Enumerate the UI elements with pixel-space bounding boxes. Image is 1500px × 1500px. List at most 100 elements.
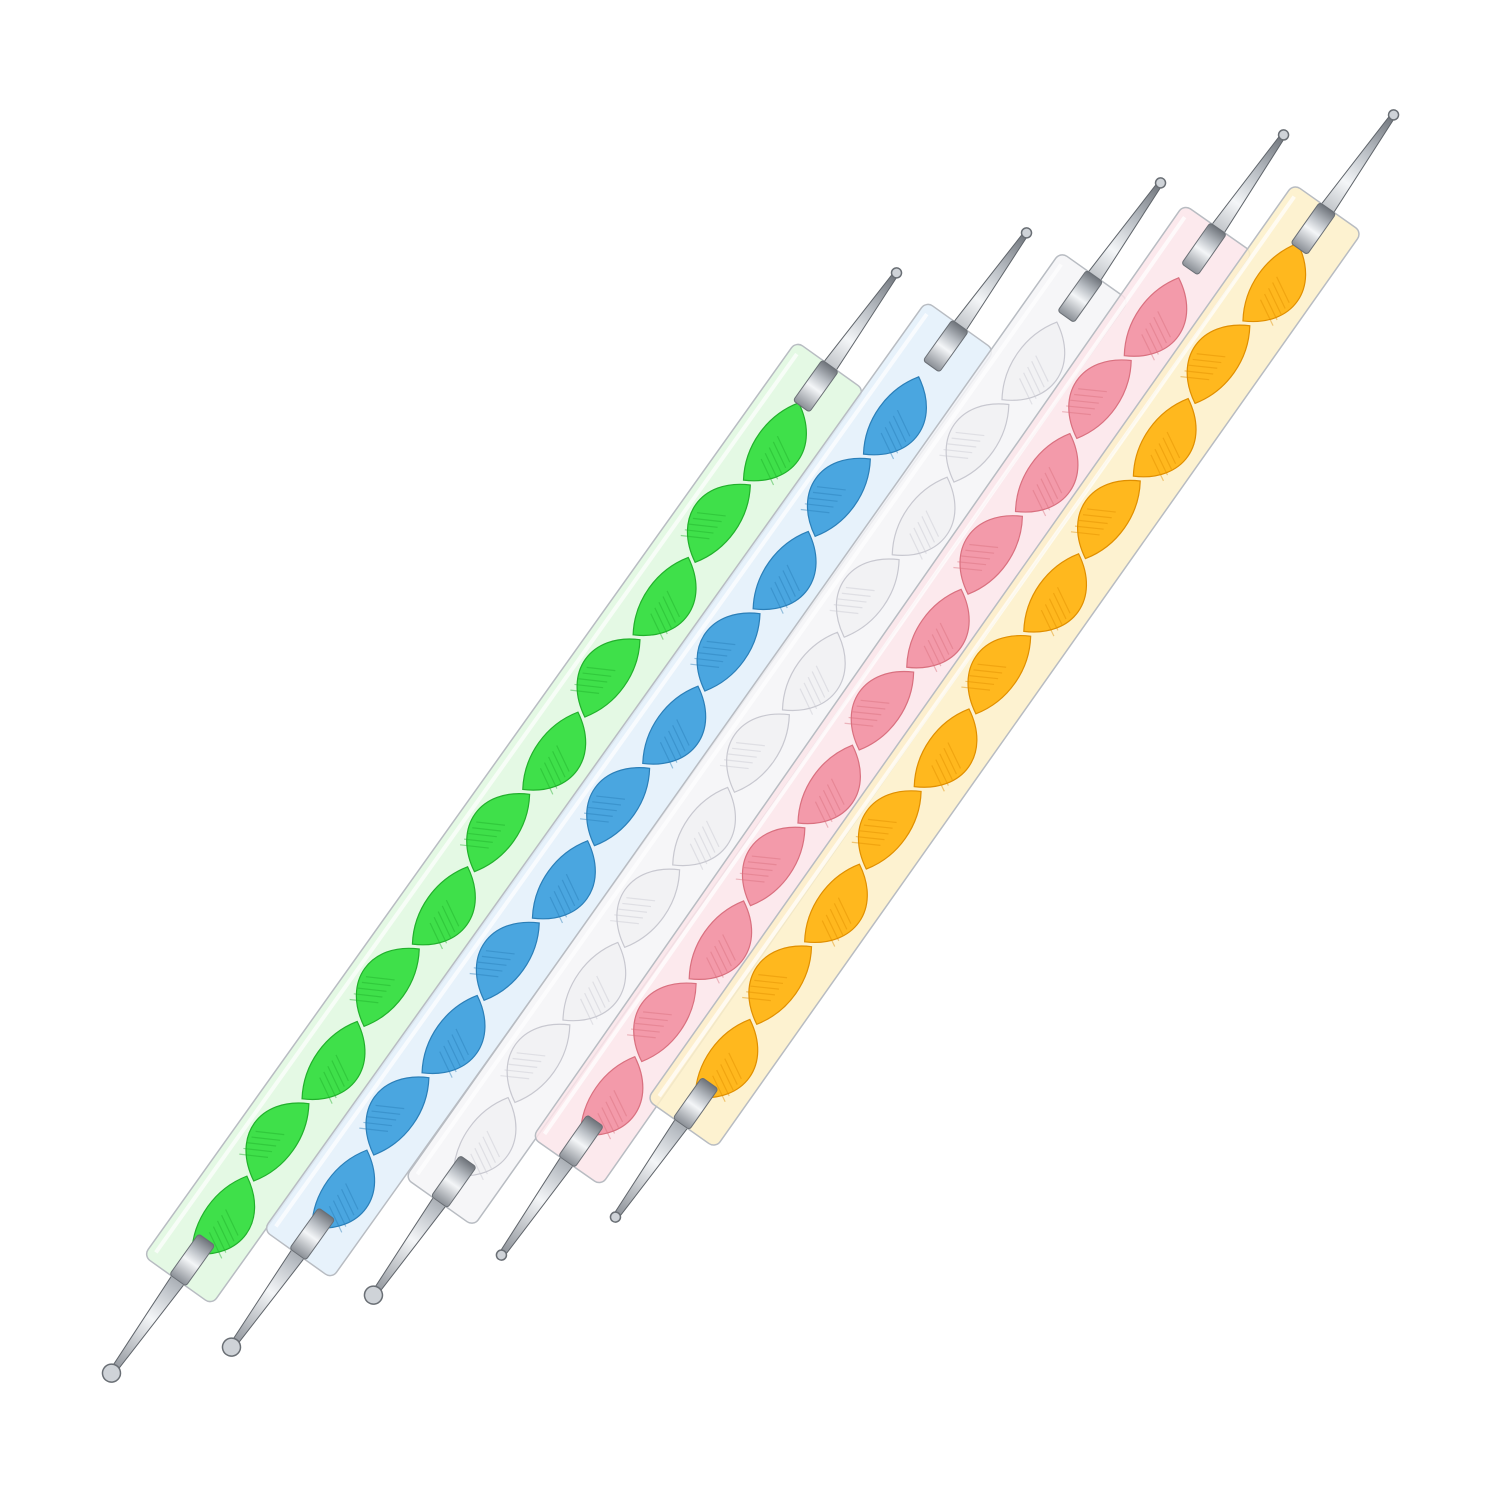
twist-rib: [451, 1034, 465, 1061]
twist-rib: [1162, 437, 1177, 464]
tools-group: [101, 109, 1400, 1383]
twist-rib: [728, 1052, 742, 1080]
twist-rib: [917, 521, 931, 549]
twist-segment: [726, 713, 790, 794]
twist-rib: [860, 699, 890, 704]
twist-rib: [722, 934, 736, 961]
twist-rib: [1035, 355, 1049, 382]
twist-segment: [835, 558, 900, 638]
twist-rib: [863, 824, 893, 829]
twist-rib: [1082, 514, 1112, 519]
top-collar: [1058, 270, 1103, 322]
twist-rib: [852, 711, 882, 716]
twist-rib: [723, 759, 753, 764]
twist-rib: [626, 897, 656, 902]
twist-rib: [676, 719, 690, 746]
twist-segment: [506, 1023, 571, 1104]
twist-rib: [582, 672, 612, 677]
twist-rib: [592, 801, 621, 806]
twist-rib: [702, 646, 732, 651]
twist-rib: [955, 431, 985, 437]
twist-rib: [476, 821, 506, 826]
twist-rib: [584, 992, 598, 1020]
twist-rib: [935, 759, 949, 786]
twist-rib: [770, 587, 784, 614]
twist-rib: [375, 1104, 405, 1110]
twist-rib: [851, 841, 881, 846]
twist-segment: [1014, 432, 1079, 513]
twist-rib: [243, 1147, 273, 1153]
twist-rib: [1052, 592, 1067, 620]
twist-rib: [331, 1060, 345, 1087]
dotting-tool-white: [363, 177, 1167, 1305]
twist-rib: [939, 454, 969, 459]
twist-rib: [596, 975, 610, 1003]
top-collar: [793, 360, 838, 412]
twist-rib: [208, 1232, 223, 1259]
twist-rib: [666, 590, 680, 618]
twist-rib: [580, 998, 594, 1026]
twist-rib: [596, 795, 626, 800]
twist-rib: [684, 529, 714, 534]
twist-rib: [512, 1057, 542, 1063]
twist-rib: [455, 1028, 469, 1056]
twist-rib: [697, 832, 712, 859]
twist-segment: [355, 947, 420, 1028]
twist-rib: [710, 951, 724, 978]
twist-segment: [1132, 397, 1197, 478]
twist-rib: [743, 866, 773, 872]
twist-rib: [508, 1063, 538, 1068]
twist-rib: [345, 1183, 359, 1210]
twist-rib: [719, 764, 749, 770]
twist-rib: [1153, 316, 1167, 344]
twist-rib: [1154, 448, 1169, 476]
twist-rib: [601, 1107, 616, 1134]
twist-rib: [472, 827, 501, 832]
twist-segment: [913, 708, 978, 788]
twist-segment: [781, 631, 846, 712]
twist-rib: [1087, 508, 1116, 513]
twist-segment: [967, 635, 1032, 715]
twist-segment: [365, 1076, 430, 1156]
twist-rib: [712, 1075, 726, 1103]
bottom-ball-tip: [363, 1285, 384, 1305]
twist-rib: [662, 596, 676, 623]
twist-rib: [516, 1052, 546, 1057]
twist-rib: [1048, 598, 1063, 625]
twist-rib: [884, 427, 899, 454]
twist-rib: [639, 1017, 668, 1022]
twist-segment: [672, 786, 737, 867]
twist-rib: [584, 812, 613, 817]
twist-rib: [947, 742, 962, 769]
twist-segment: [694, 1018, 759, 1099]
twist-segment: [245, 1102, 310, 1182]
twist-rib: [1150, 454, 1165, 482]
twist-rib: [1272, 282, 1286, 309]
twist-rib: [815, 665, 830, 693]
bottom-collar: [673, 1078, 718, 1130]
twist-rib: [1040, 478, 1055, 505]
dotting-tool-green: [101, 267, 903, 1383]
twist-rib: [943, 448, 973, 454]
twist-segment: [1023, 553, 1088, 633]
twist-segment: [797, 744, 861, 825]
twist-segment: [579, 1055, 644, 1136]
twist-rib: [807, 676, 822, 704]
handle-highlight: [657, 195, 1296, 1098]
twist-rib: [659, 742, 674, 769]
handle-highlight: [274, 312, 929, 1228]
twist-rib: [830, 778, 845, 805]
twist-rib: [961, 555, 991, 560]
dotting-tool-pink: [495, 129, 1290, 1261]
twist-rib: [837, 897, 852, 924]
twist-segment: [452, 1096, 517, 1177]
twist-rib: [439, 1051, 453, 1078]
twist-segment: [301, 1020, 366, 1101]
twist-rib: [833, 604, 863, 609]
twist-rib: [597, 1112, 612, 1140]
twist-segment: [475, 921, 540, 1002]
twist-rib: [477, 961, 507, 966]
twist-rib: [1040, 609, 1055, 637]
twist-rib: [705, 820, 720, 848]
twist-rib: [672, 724, 686, 752]
